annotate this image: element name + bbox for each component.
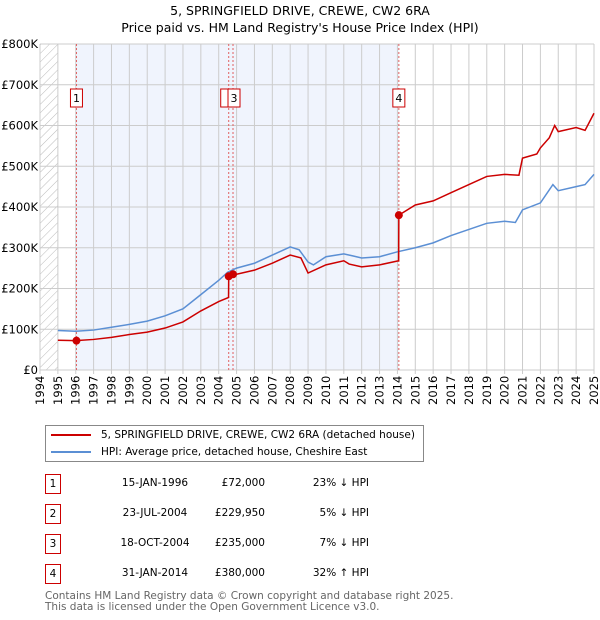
x-tick-label: 2000 xyxy=(140,376,154,405)
y-tick-label: £700K xyxy=(1,78,38,92)
x-tick-label: 2009 xyxy=(301,376,315,405)
sale-price: £235,000 xyxy=(214,537,265,549)
series-line xyxy=(57,173,595,333)
y-tick-label: £200K xyxy=(1,282,38,296)
legend-label: HPI: Average price, detached house, Ches… xyxy=(101,446,368,458)
x-tick-label: 2017 xyxy=(444,376,458,405)
x-tick-label: 2012 xyxy=(355,376,369,405)
y-tick-label: £800K xyxy=(1,37,38,51)
sale-date: 15-JAN-1996 xyxy=(121,477,189,489)
sale-hpi-diff: 5% ↓ HPI xyxy=(319,507,369,519)
sale-number: 4 xyxy=(45,564,61,584)
sale-row: 4 31-JAN-2014 £380,000 32% ↑ HPI xyxy=(45,564,369,584)
x-tick-label: 2010 xyxy=(319,376,333,405)
sale-row: 3 18-OCT-2004 £235,000 7% ↓ HPI xyxy=(45,534,369,554)
sale-price: £72,000 xyxy=(221,477,265,489)
legend-swatch xyxy=(51,434,91,436)
sale-hpi-diff: 32% ↑ HPI xyxy=(312,567,369,579)
x-tick-label: 2021 xyxy=(516,376,530,405)
x-tick-label: 2002 xyxy=(176,376,190,405)
sale-hpi-diff: 23% ↓ HPI xyxy=(312,477,369,489)
sale-label-number: 3 xyxy=(231,92,238,105)
legend-label: 5, SPRINGFIELD DRIVE, CREWE, CW2 6RA (de… xyxy=(101,429,415,441)
y-tick-label: £300K xyxy=(1,241,38,255)
x-tick-label: 2016 xyxy=(426,376,440,405)
sale-price: £380,000 xyxy=(214,567,265,579)
sale-date: 23-JUL-2004 xyxy=(122,507,188,519)
x-tick-label: 2006 xyxy=(247,376,261,405)
footer-line: Contains HM Land Registry data © Crown c… xyxy=(45,590,454,602)
sale-point xyxy=(394,211,403,220)
x-tick-label: 2020 xyxy=(498,376,512,405)
sale-hpi-diff: 7% ↓ HPI xyxy=(319,537,369,549)
sale-label-box xyxy=(227,88,241,108)
sale-row: 2 23-JUL-2004 £229,950 5% ↓ HPI xyxy=(45,504,369,524)
x-tick-label: 2013 xyxy=(373,376,387,405)
sale-number: 1 xyxy=(45,474,61,494)
sale-date: 31-JAN-2014 xyxy=(121,567,189,579)
title-line: 5, SPRINGFIELD DRIVE, CREWE, CW2 6RA xyxy=(170,3,430,18)
x-tick-label: 2022 xyxy=(533,376,547,405)
x-tick-label: 2005 xyxy=(230,376,244,405)
subtitle-line: Price paid vs. HM Land Registry's House … xyxy=(121,20,479,35)
x-tick-label: 2008 xyxy=(283,376,297,405)
x-tick-label: 1996 xyxy=(69,376,83,405)
sale-price: £229,950 xyxy=(214,507,265,519)
sale-number: 2 xyxy=(45,504,61,524)
x-tick-label: 1995 xyxy=(51,376,65,405)
sale-label-box xyxy=(69,88,83,108)
sale-number: 3 xyxy=(45,534,61,554)
y-tick-label: £500K xyxy=(1,159,38,173)
sale-point xyxy=(72,336,81,345)
sale-point xyxy=(229,270,238,279)
sale-date: 18-OCT-2004 xyxy=(120,537,190,549)
footer-line: This data is licensed under the Open Gov… xyxy=(45,601,380,613)
sale-label-box xyxy=(392,88,406,108)
x-tick-label: 2025 xyxy=(587,376,600,405)
y-tick-label: £400K xyxy=(1,200,38,214)
x-tick-label: 2001 xyxy=(158,376,172,405)
legend: 5, SPRINGFIELD DRIVE, CREWE, CW2 6RA (de… xyxy=(45,425,424,462)
footer: Contains HM Land Registry data © Crown c… xyxy=(45,591,453,613)
x-tick-label: 2004 xyxy=(212,376,226,405)
x-tick-label: 2018 xyxy=(462,376,476,405)
x-tick-label: 1994 xyxy=(33,376,47,405)
series-line xyxy=(57,112,595,342)
x-tick-label: 2003 xyxy=(194,376,208,405)
y-tick-label: £600K xyxy=(1,119,38,133)
x-tick-label: 2019 xyxy=(480,376,494,405)
x-tick-label: 2023 xyxy=(551,376,565,405)
y-tick-label: £0 xyxy=(23,363,38,377)
x-tick-label: 2007 xyxy=(265,376,279,405)
chart-title: 5, SPRINGFIELD DRIVE, CREWE, CW2 6RA Pric… xyxy=(0,2,600,36)
legend-swatch xyxy=(51,451,91,453)
x-tick-label: 2014 xyxy=(390,376,404,405)
sale-row: 1 15-JAN-1996 £72,000 23% ↓ HPI xyxy=(45,474,369,494)
x-tick-label: 2015 xyxy=(408,376,422,405)
plot-area: 1994 1995 1996 1997 1998 1999 2000 2001 2002 2003… xyxy=(1,37,600,405)
x-tick-label: 1997 xyxy=(87,376,101,405)
sale-label-number: 4 xyxy=(395,92,402,105)
y-tick-label: £100K xyxy=(1,322,38,336)
x-tick-label: 2024 xyxy=(569,376,583,405)
x-tick-label: 1998 xyxy=(104,376,118,405)
sale-label-number: 1 xyxy=(73,92,80,105)
x-tick-label: 2011 xyxy=(337,376,351,405)
x-tick-label: 1999 xyxy=(122,376,136,405)
